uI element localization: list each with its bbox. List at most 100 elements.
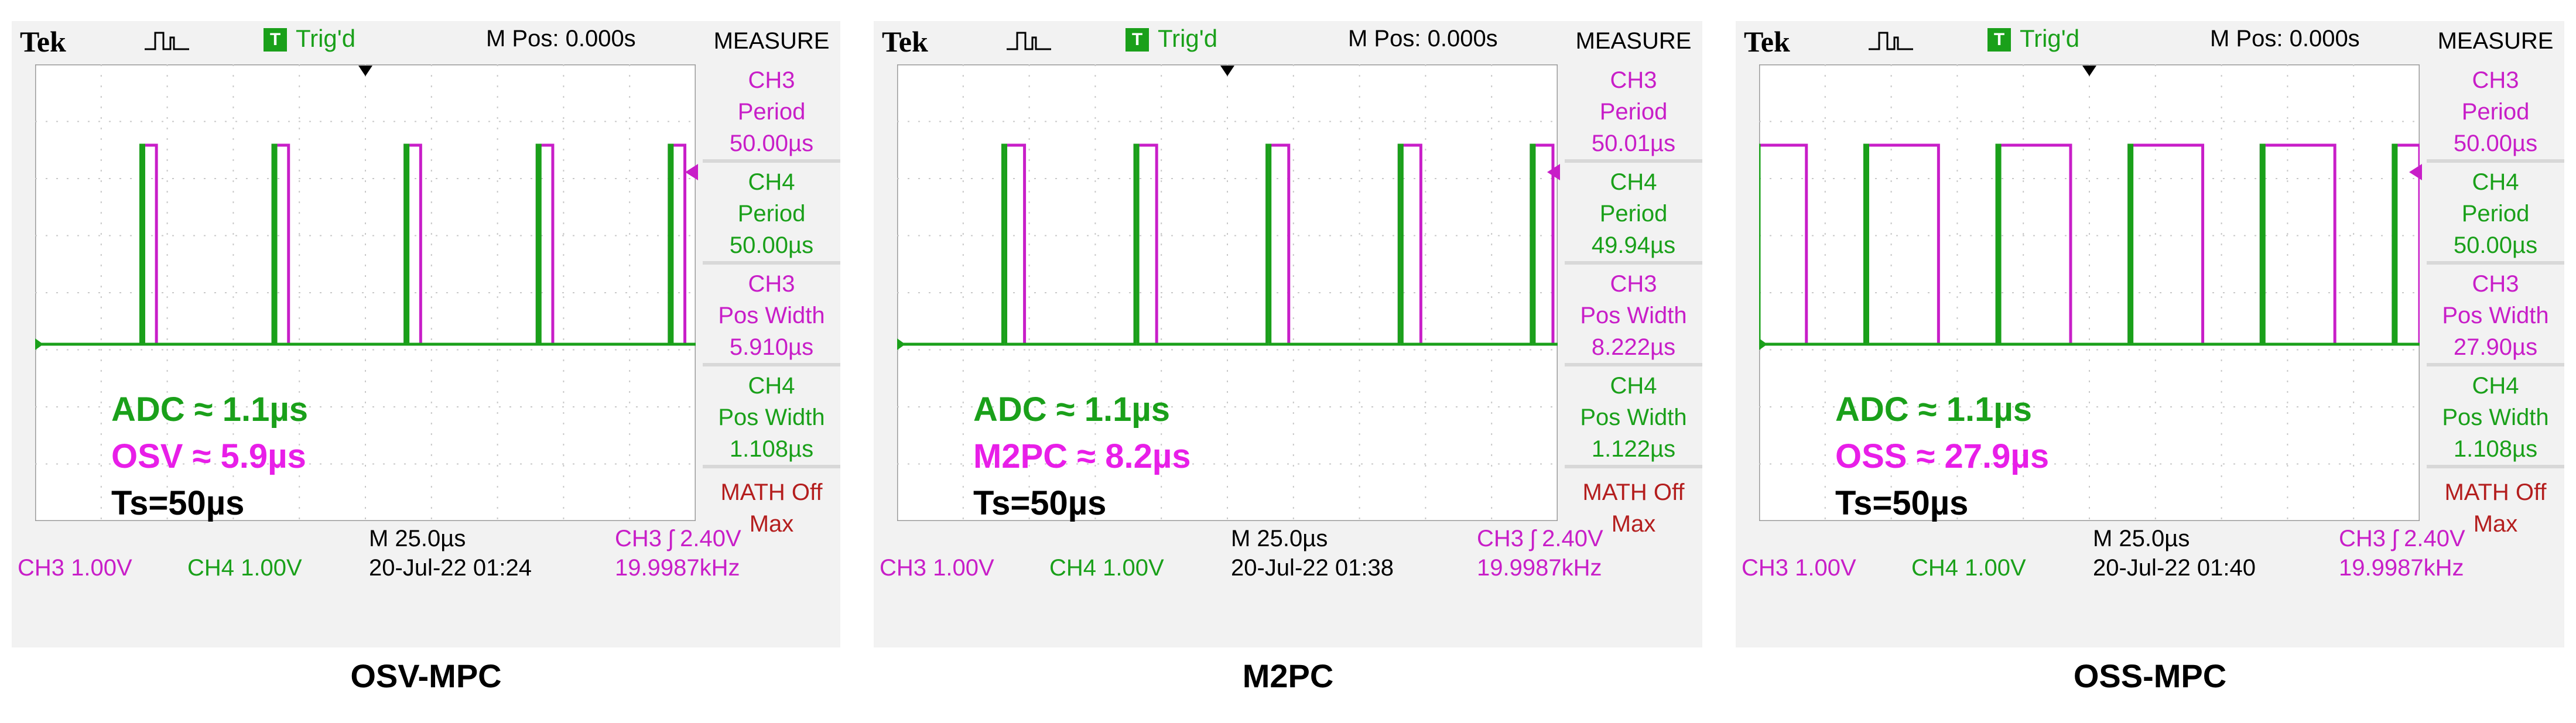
measure-item-3[interactable]: CH3 Pos Width 27.90µs xyxy=(2427,265,2564,366)
measure-label: Period xyxy=(1599,201,1668,227)
scope-header: Tek T Trig'd M Pos: 0.000s xyxy=(874,21,1565,63)
measure-title: MEASURE xyxy=(2437,28,2554,54)
trigger-frequency: 19.9987kHz xyxy=(1477,555,1602,581)
trigger-level: CH3 ʃ 2.40V xyxy=(1477,526,1603,551)
measure-item-2[interactable]: CH4 Period 50.00µs xyxy=(2427,163,2564,265)
waveform-plot xyxy=(35,64,696,521)
annotation-ts: Ts=50µs xyxy=(973,484,1107,522)
measure-item-4[interactable]: CH4 Pos Width 1.108µs xyxy=(703,366,840,468)
annotation-ts: Ts=50µs xyxy=(111,484,245,522)
math-sub: Max xyxy=(2473,511,2518,537)
measure-value: 50.00µs xyxy=(729,131,814,156)
timebase: M 25.0µs xyxy=(369,526,466,551)
timebase: M 25.0µs xyxy=(1231,526,1328,551)
measure-value: 50.00µs xyxy=(2453,232,2538,258)
measure-channel: CH3 xyxy=(748,67,795,93)
ch4-scale: CH4 1.00V xyxy=(187,555,302,581)
datetime: 20-Jul-22 01:38 xyxy=(1231,555,1394,581)
ch4-scale: CH4 1.00V xyxy=(1911,555,2026,581)
math-sub: Max xyxy=(749,511,794,537)
measure-label: Pos Width xyxy=(718,405,825,430)
measure-channel: CH3 xyxy=(2472,67,2519,93)
horizontal-position: M Pos: 0.000s xyxy=(2210,26,2360,52)
annotation-adc: ADC ≈ 1.1µs xyxy=(111,390,309,429)
ground-marker-icon xyxy=(35,338,43,350)
measure-value: 49.94µs xyxy=(1591,232,1676,258)
brand-logo: Tek xyxy=(1744,25,1790,58)
trigger-position-arrow-icon xyxy=(1220,66,1234,76)
measure-menu: MEASURE CH3 Period 50.00µs CH4 Period 50… xyxy=(703,21,840,647)
measure-value: 50.01µs xyxy=(1591,131,1676,156)
measure-channel: CH4 xyxy=(748,169,795,195)
caption-osv-mpc: OSV-MPC xyxy=(350,657,502,694)
annotation-adc: ADC ≈ 1.1µs xyxy=(1835,390,2033,429)
measure-item-4[interactable]: CH4 Pos Width 1.122µs xyxy=(1565,366,1702,468)
measure-value: 27.90µs xyxy=(2453,334,2538,360)
datetime: 20-Jul-22 01:24 xyxy=(369,555,532,581)
ch4-scale: CH4 1.00V xyxy=(1049,555,1164,581)
measure-item-2[interactable]: CH4 Period 49.94µs xyxy=(1565,163,1702,265)
brand-logo: Tek xyxy=(20,25,66,58)
math-menu-item[interactable]: MATH Off Max xyxy=(2427,468,2564,576)
measure-channel: CH3 xyxy=(1610,67,1657,93)
annotation-adc: ADC ≈ 1.1µs xyxy=(973,390,1171,429)
ch3-scale: CH3 1.00V xyxy=(880,555,994,581)
waveform-display xyxy=(1759,64,2420,521)
waveform-plot xyxy=(1759,64,2420,521)
annotation-method: OSS ≈ 27.9µs xyxy=(1835,437,2050,475)
math-sub: Max xyxy=(1611,511,1656,537)
measure-item-4[interactable]: CH4 Pos Width 1.108µs xyxy=(2427,366,2564,468)
ch3-ref-marker-icon xyxy=(2409,164,2422,180)
waveform-display xyxy=(35,64,696,521)
measure-label: Pos Width xyxy=(2442,303,2549,328)
measure-value: 50.00µs xyxy=(729,232,814,258)
ch3-ref-marker-icon xyxy=(1547,164,1560,180)
measure-item-1[interactable]: CH3 Period 50.00µs xyxy=(703,61,840,163)
caption-oss-mpc: OSS-MPC xyxy=(2073,657,2227,694)
measure-channel: CH3 xyxy=(2472,271,2519,297)
measure-label: Pos Width xyxy=(718,303,825,328)
trigger-frequency: 19.9987kHz xyxy=(615,555,740,581)
trigger-status: Trig'd xyxy=(1158,25,1218,52)
acquire-pulse-icon xyxy=(145,32,189,50)
trigger-status: Trig'd xyxy=(296,25,356,52)
math-status: MATH Off xyxy=(1582,479,1685,505)
measure-channel: CH3 xyxy=(748,271,795,297)
trigger-level: CH3 ʃ 2.40V xyxy=(615,526,741,551)
ground-marker-icon xyxy=(1759,338,1767,350)
math-menu-item[interactable]: MATH Off Max xyxy=(703,468,840,576)
waveform-display xyxy=(897,64,1558,521)
annotation-method: M2PC ≈ 8.2µs xyxy=(973,437,1191,475)
status-bar: M 25.0µs CH3 ʃ 2.40V CH3 1.00V CH4 1.00V… xyxy=(874,526,1603,643)
measure-label: Period xyxy=(737,99,806,125)
measure-value: 5.910µs xyxy=(729,334,814,360)
measure-value: 8.222µs xyxy=(1591,334,1676,360)
math-menu-item[interactable]: MATH Off Max xyxy=(1565,468,1702,576)
trigger-level: CH3 ʃ 2.40V xyxy=(2339,526,2465,551)
trigger-position-arrow-icon xyxy=(358,66,372,76)
measure-label: Pos Width xyxy=(1580,303,1687,328)
measure-label: Period xyxy=(737,201,806,227)
measure-value: 1.108µs xyxy=(729,436,814,462)
scope-panel-0: Tek T Trig'd M Pos: 0.000s MEASURE CH3 P… xyxy=(12,21,840,647)
annotation-method: OSV ≈ 5.9µs xyxy=(111,437,306,475)
ch4-waveform xyxy=(1759,143,2420,346)
measure-channel: CH4 xyxy=(2472,373,2519,399)
ch4-waveform xyxy=(897,143,1558,346)
scope-panel-1: Tek T Trig'd M Pos: 0.000s MEASURE CH3 P… xyxy=(874,21,1702,647)
measure-label: Pos Width xyxy=(2442,405,2549,430)
measure-channel: CH4 xyxy=(2472,169,2519,195)
measure-item-1[interactable]: CH3 Period 50.00µs xyxy=(2427,61,2564,163)
measure-channel: CH4 xyxy=(1610,373,1657,399)
measure-item-3[interactable]: CH3 Pos Width 5.910µs xyxy=(703,265,840,366)
math-status: MATH Off xyxy=(720,479,823,505)
trigger-status-icon: T xyxy=(1125,28,1149,52)
ch3-scale: CH3 1.00V xyxy=(18,555,132,581)
measure-item-2[interactable]: CH4 Period 50.00µs xyxy=(703,163,840,265)
trigger-status-icon: T xyxy=(264,28,287,52)
measure-channel: CH3 xyxy=(1610,271,1657,297)
measure-item-3[interactable]: CH3 Pos Width 8.222µs xyxy=(1565,265,1702,366)
trigger-status-icon: T xyxy=(1987,28,2011,52)
scope-panel-2: Tek T Trig'd M Pos: 0.000s MEASURE CH3 P… xyxy=(1736,21,2564,647)
measure-item-1[interactable]: CH3 Period 50.01µs xyxy=(1565,61,1702,163)
